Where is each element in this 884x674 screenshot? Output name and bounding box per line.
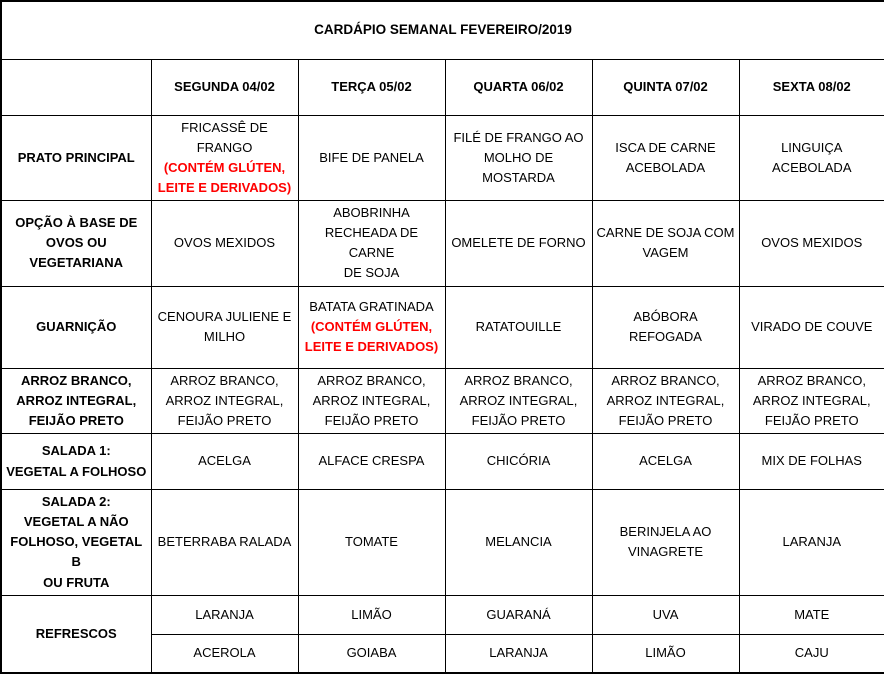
menu-cell: LARANJA	[150, 594, 299, 635]
menu-cell: GUARANÁ	[444, 594, 593, 635]
menu-cell: CENOURA JULIENE E MILHO	[150, 285, 299, 369]
menu-cell: BIFE DE PANELA	[297, 114, 446, 202]
menu-cell: VIRADO DE COUVE	[738, 285, 884, 369]
menu-cell: ISCA DE CARNE ACEBOLADA	[591, 114, 740, 202]
menu-cell: ACELGA	[150, 433, 299, 491]
menu-cell: CARNE DE SOJA COM VAGEM	[591, 200, 740, 287]
menu-cell: ARROZ BRANCO, ARROZ INTEGRAL, FEIJÃO PRE…	[444, 367, 593, 435]
menu-cell: LARANJA	[738, 489, 884, 596]
row-arroz-feijao: ARROZ BRANCO, ARROZ INTEGRAL, FEIJÃO PRE…	[0, 367, 884, 435]
day-header-terca: TERÇA 05/02	[297, 58, 446, 116]
day-header-row: SEGUNDA 04/02 TERÇA 05/02 QUARTA 06/02 Q…	[0, 58, 884, 116]
menu-cell: ARROZ BRANCO, ARROZ INTEGRAL, FEIJÃO PRE…	[591, 367, 740, 435]
row-label-salada-1: SALADA 1: VEGETAL A FOLHOSO	[0, 433, 152, 491]
day-header-quarta: QUARTA 06/02	[444, 58, 593, 116]
menu-cell: MATE	[738, 594, 884, 635]
row-label-prato-principal: PRATO PRINCIPAL	[0, 114, 152, 202]
menu-cell: CAJU	[738, 633, 884, 674]
menu-cell: ACELGA	[591, 433, 740, 491]
menu-cell: BATATA GRATINADA (CONTÉM GLÚTEN, LEITE E …	[297, 285, 446, 369]
row-guarnicao: GUARNIÇÃO CENOURA JULIENE E MILHO BATATA…	[0, 285, 884, 369]
corner-cell	[0, 58, 152, 116]
row-refrescos-1: REFRESCOS LARANJA LIMÃO GUARANÁ UVA MATE	[0, 594, 884, 674]
menu-cell: MELANCIA	[444, 489, 593, 596]
row-opcao-ovos-vegetariana: OPÇÃO À BASE DE OVOS OU VEGETARIANA OVOS…	[0, 200, 884, 287]
menu-cell: OVOS MEXIDOS	[738, 200, 884, 287]
title-row: CARDÁPIO SEMANAL FEVEREIRO/2019	[0, 0, 884, 60]
menu-cell: RATATOUILLE	[444, 285, 593, 369]
menu-cell: BERINJELA AO VINAGRETE	[591, 489, 740, 596]
row-label-guarnicao: GUARNIÇÃO	[0, 285, 152, 369]
allergen-warning: (CONTÉM GLÚTEN, LEITE E DERIVADOS)	[304, 319, 439, 355]
menu-cell: LINGUIÇA ACEBOLADA	[738, 114, 884, 202]
menu-cell: UVA	[591, 594, 740, 635]
day-header-quinta: QUINTA 07/02	[591, 58, 740, 116]
menu-cell: ACEROLA	[150, 633, 299, 674]
menu-cell: ABOBRINHA RECHEADA DE CARNE DE SOJA	[297, 200, 446, 287]
menu-cell: ARROZ BRANCO, ARROZ INTEGRAL, FEIJÃO PRE…	[297, 367, 446, 435]
day-header-segunda: SEGUNDA 04/02	[150, 58, 299, 116]
page-title: CARDÁPIO SEMANAL FEVEREIRO/2019	[0, 0, 884, 60]
menu-cell: BETERRABA RALADA	[150, 489, 299, 596]
menu-cell: ABÓBORA REFOGADA	[591, 285, 740, 369]
day-header-sexta: SEXTA 08/02	[738, 58, 884, 116]
menu-cell: FILÉ DE FRANGO AO MOLHO DE MOSTARDA	[444, 114, 593, 202]
row-salada-1: SALADA 1: VEGETAL A FOLHOSO ACELGA ALFAC…	[0, 433, 884, 491]
allergen-warning: (CONTÉM GLÚTEN, LEITE E DERIVADOS)	[157, 159, 292, 195]
row-salada-2: SALADA 2: VEGETAL A NÃO FOLHOSO, VEGETAL…	[0, 489, 884, 596]
menu-cell: OMELETE DE FORNO	[444, 200, 593, 287]
menu-cell: CHICÓRIA	[444, 433, 593, 491]
menu-cell: ARROZ BRANCO, ARROZ INTEGRAL, FEIJÃO PRE…	[150, 367, 299, 435]
menu-cell: MIX DE FOLHAS	[738, 433, 884, 491]
menu-cell: ALFACE CRESPA	[297, 433, 446, 491]
row-label-salada-2: SALADA 2: VEGETAL A NÃO FOLHOSO, VEGETAL…	[0, 489, 152, 596]
menu-cell: GOIABA	[297, 633, 446, 674]
cell-text: BATATA GRATINADA	[309, 298, 434, 314]
menu-cell: FRICASSÊ DE FRANGO (CONTÉM GLÚTEN, LEITE …	[150, 114, 299, 202]
menu-cell: LIMÃO	[591, 633, 740, 674]
row-label-refrescos: REFRESCOS	[0, 594, 152, 674]
menu-cell: LIMÃO	[297, 594, 446, 635]
cell-text: FRICASSÊ DE FRANGO	[181, 119, 268, 155]
row-label-opcao-ovos: OPÇÃO À BASE DE OVOS OU VEGETARIANA	[0, 200, 152, 287]
row-label-arroz-feijao: ARROZ BRANCO, ARROZ INTEGRAL, FEIJÃO PRE…	[0, 367, 152, 435]
menu-cell: TOMATE	[297, 489, 446, 596]
row-prato-principal: PRATO PRINCIPAL FRICASSÊ DE FRANGO (CONTÉ…	[0, 114, 884, 202]
menu-cell: ARROZ BRANCO, ARROZ INTEGRAL, FEIJÃO PRE…	[738, 367, 884, 435]
menu-cell: LARANJA	[444, 633, 593, 674]
menu-cell: OVOS MEXIDOS	[150, 200, 299, 287]
